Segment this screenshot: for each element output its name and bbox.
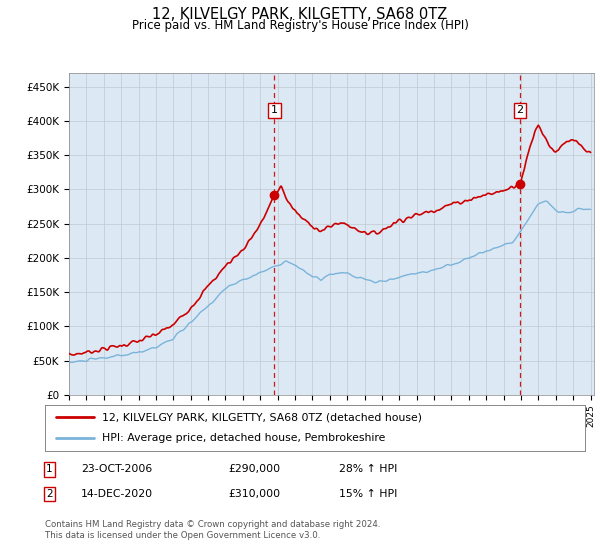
Text: HPI: Average price, detached house, Pembrokeshire: HPI: Average price, detached house, Pemb… (101, 433, 385, 444)
Text: 1: 1 (46, 464, 53, 474)
Text: 23-OCT-2006: 23-OCT-2006 (81, 464, 152, 474)
Text: 28% ↑ HPI: 28% ↑ HPI (339, 464, 397, 474)
Text: Price paid vs. HM Land Registry's House Price Index (HPI): Price paid vs. HM Land Registry's House … (131, 19, 469, 32)
Text: £290,000: £290,000 (228, 464, 280, 474)
Text: 1: 1 (271, 105, 278, 115)
Text: 2: 2 (46, 489, 53, 499)
Text: 12, KILVELGY PARK, KILGETTY, SA68 0TZ: 12, KILVELGY PARK, KILGETTY, SA68 0TZ (152, 7, 448, 22)
Text: 12, KILVELGY PARK, KILGETTY, SA68 0TZ (detached house): 12, KILVELGY PARK, KILGETTY, SA68 0TZ (d… (101, 412, 422, 422)
Text: 15% ↑ HPI: 15% ↑ HPI (339, 489, 397, 499)
Text: 14-DEC-2020: 14-DEC-2020 (81, 489, 153, 499)
Text: 2: 2 (517, 105, 524, 115)
Text: £310,000: £310,000 (228, 489, 280, 499)
Text: Contains HM Land Registry data © Crown copyright and database right 2024.
This d: Contains HM Land Registry data © Crown c… (45, 520, 380, 540)
